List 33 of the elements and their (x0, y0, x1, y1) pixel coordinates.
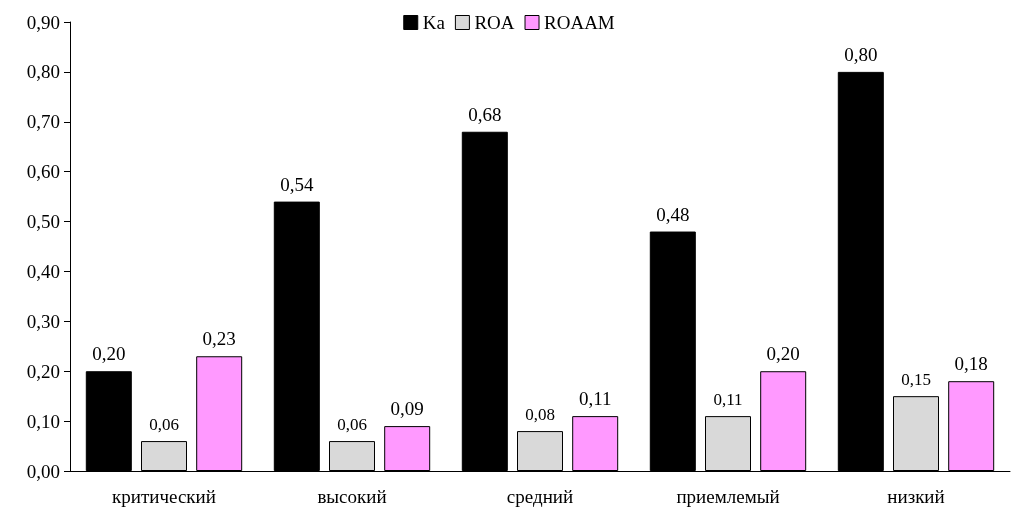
data-label: 0,23 (202, 328, 236, 350)
y-tick-label: 0,10 (26, 410, 60, 432)
data-label: 0,09 (390, 398, 424, 420)
legend-label: ROAAM (544, 12, 615, 33)
data-label: 0,20 (92, 343, 126, 365)
data-label: 0,48 (656, 203, 690, 225)
data-label: 0,20 (766, 343, 800, 365)
y-tick-label: 0,40 (26, 260, 60, 282)
x-tick-label: высокий (317, 486, 387, 507)
y-tick-label: 0,20 (26, 360, 60, 382)
y-tick-label: 0,80 (26, 61, 60, 83)
x-tick-label: приемлемый (676, 486, 780, 507)
y-tick-label: 0,00 (26, 460, 60, 482)
data-label: 0,15 (901, 370, 931, 390)
x-tick-label: критический (112, 486, 216, 507)
y-tick-label: 0,90 (26, 11, 60, 33)
data-label: 0,11 (578, 388, 612, 410)
y-tick-label: 0,50 (26, 211, 60, 233)
y-tick-label: 0,30 (26, 310, 60, 332)
data-label: 0,18 (954, 353, 988, 375)
legend-label: ROA (474, 12, 515, 33)
data-label: 0,80 (844, 43, 878, 65)
y-tick-label: 0,70 (26, 111, 60, 133)
x-tick-label: средний (506, 486, 574, 507)
data-label: 0,68 (468, 103, 502, 125)
x-tick-label: низкий (887, 486, 945, 507)
y-tick-label: 0,60 (26, 161, 60, 183)
legend-label: Ka (422, 12, 446, 33)
data-label: 0,11 (713, 390, 743, 410)
data-label: 0,08 (525, 405, 555, 425)
data-label: 0,06 (337, 415, 367, 435)
data-label: 0,54 (280, 173, 314, 195)
data-label: 0,06 (149, 415, 179, 435)
